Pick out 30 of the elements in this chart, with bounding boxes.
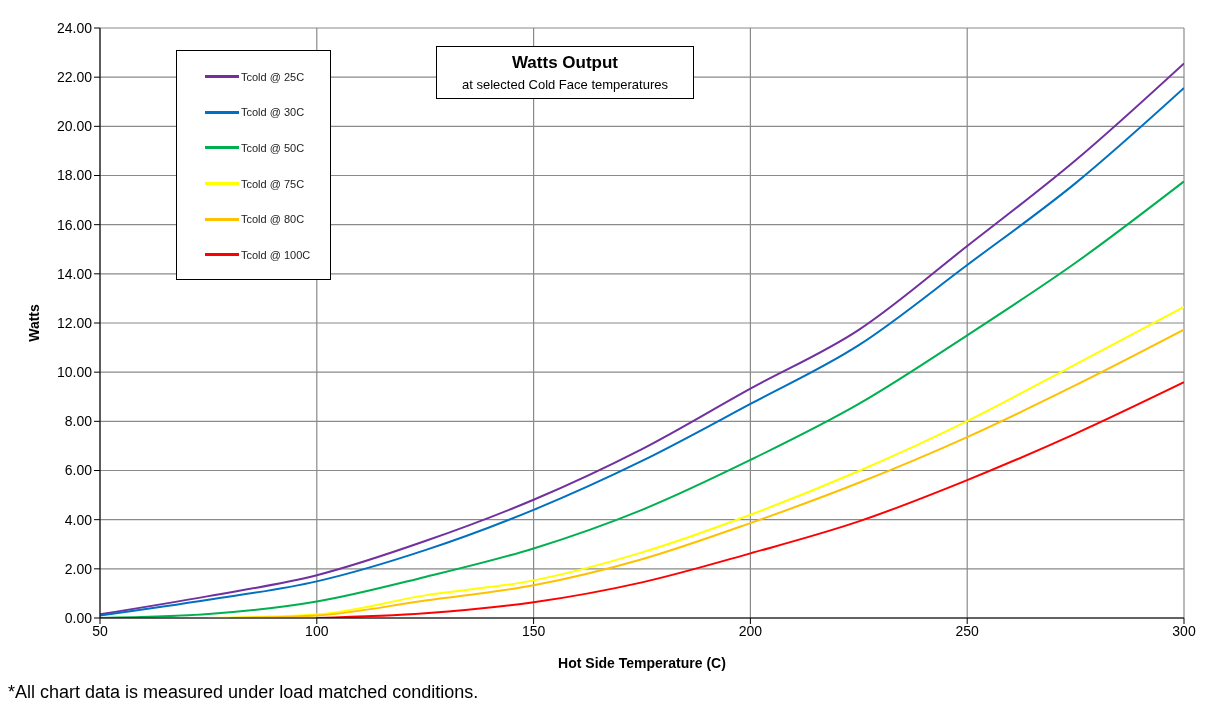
y-tick-label: 24.00 bbox=[56, 19, 93, 36]
x-tick-label: 50 bbox=[92, 622, 108, 639]
x-tick-label: 100 bbox=[305, 622, 329, 639]
text: Watts Output bbox=[510, 53, 620, 73]
y-axis-title: Watts bbox=[25, 303, 42, 342]
y-tick-label: 14.00 bbox=[56, 265, 93, 282]
x-tick-label: 200 bbox=[738, 622, 763, 639]
y-tick-label: 22.00 bbox=[56, 69, 93, 86]
y-tick-label: 2.00 bbox=[64, 560, 93, 577]
y-tick-label: 10.00 bbox=[56, 364, 93, 381]
y-tick-label: 6.00 bbox=[64, 462, 93, 479]
legend-label: Tcold @ 25C bbox=[241, 70, 305, 83]
legend-label: Tcold @ 100C bbox=[241, 248, 311, 261]
legend-label: Tcold @ 80C bbox=[241, 213, 305, 226]
y-tick-label: 16.00 bbox=[56, 216, 93, 233]
x-tick-label: 250 bbox=[955, 622, 980, 639]
x-tick-label: 300 bbox=[1172, 622, 1196, 639]
y-tick-label: 12.00 bbox=[56, 314, 93, 331]
y-tick-label: 18.00 bbox=[56, 167, 93, 184]
legend-label: Tcold @ 50C bbox=[241, 141, 305, 154]
legend-label: Tcold @ 30C bbox=[241, 106, 305, 119]
text: *All chart data is measured under load matched conditions. bbox=[8, 682, 480, 703]
x-tick-label: 150 bbox=[521, 622, 546, 639]
y-tick-label: 20.00 bbox=[56, 118, 93, 135]
x-axis-title: Hot Side Temperature (C) bbox=[558, 655, 726, 671]
y-tick-label: 4.00 bbox=[64, 511, 93, 528]
y-tick-label: 8.00 bbox=[64, 413, 93, 430]
y-tick-label: 0.00 bbox=[64, 609, 93, 626]
legend-label: Tcold @ 75C bbox=[241, 177, 305, 190]
text: at selected Cold Face temperatures bbox=[461, 77, 669, 92]
